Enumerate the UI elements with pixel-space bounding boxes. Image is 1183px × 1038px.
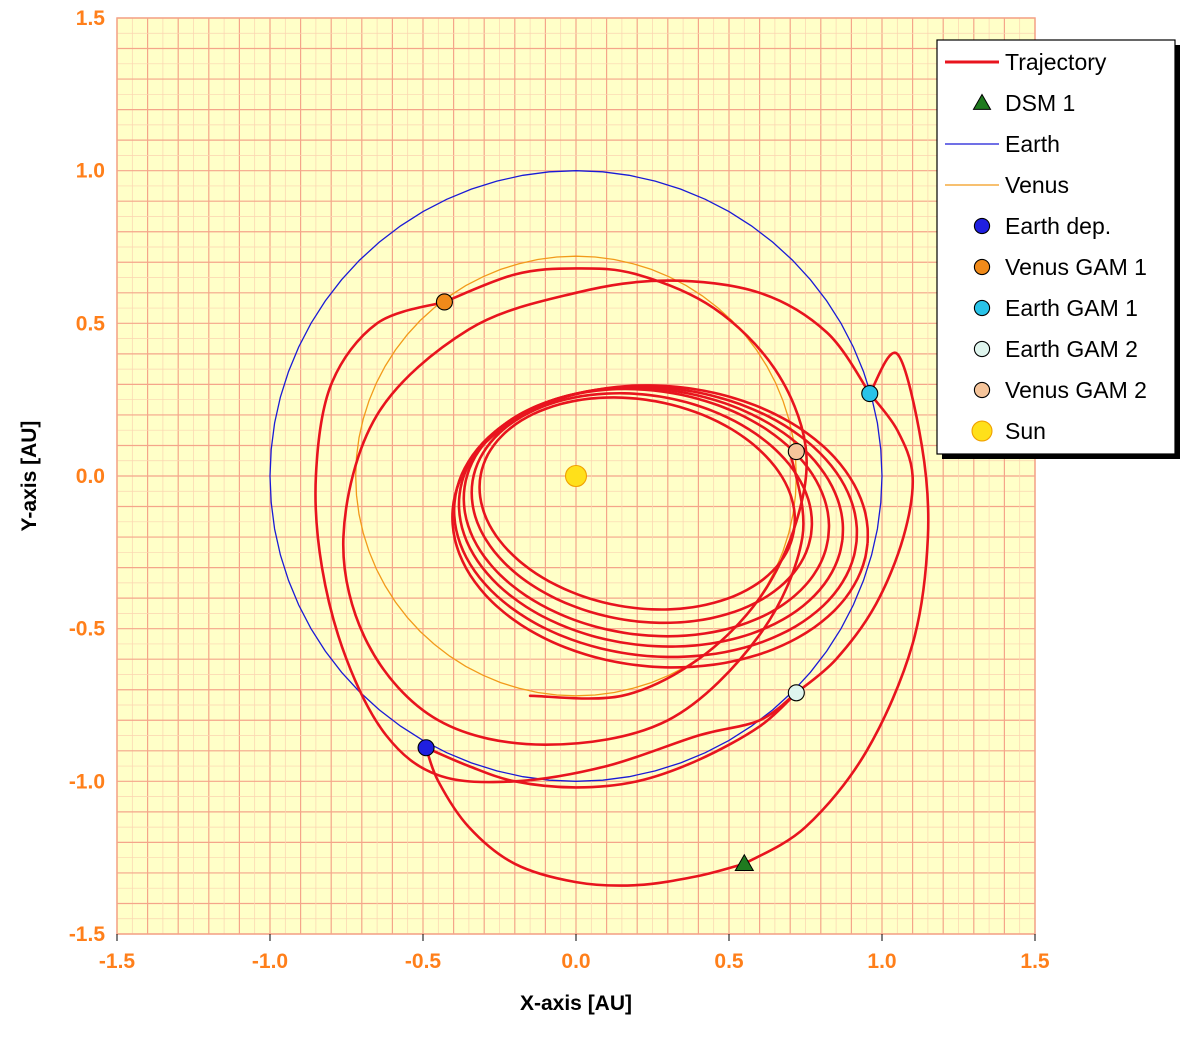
y-tick-label: 0.5 (76, 312, 106, 335)
legend-label-dsm-1: DSM 1 (1005, 90, 1075, 116)
earth-dep-marker (973, 217, 991, 235)
y-tick-label: -1.0 (69, 770, 105, 793)
y-tick-label: -0.5 (69, 618, 106, 641)
x-tick-label: 1.0 (867, 950, 896, 973)
legend-label-venus-gam-1: Venus GAM 1 (1005, 254, 1147, 280)
x-tick-label: 1.5 (1020, 950, 1050, 973)
y-tick-label: -1.5 (69, 923, 106, 946)
legend-label-sun: Sun (1005, 418, 1046, 444)
trajectory-segment (424, 691, 798, 789)
earth-dep-marker (417, 739, 435, 757)
series-markers (417, 293, 879, 872)
series-lines (269, 170, 930, 887)
trajectory-segment (314, 300, 798, 784)
trajectory-segment (443, 267, 808, 700)
earth-gam-2-marker (973, 340, 991, 358)
x-tick-label: -1.5 (99, 950, 136, 973)
legend-label-trajectory: Trajectory (1005, 49, 1107, 75)
x-tick-label: -1.0 (252, 950, 288, 973)
trajectory-loop (478, 396, 797, 611)
x-tick-label: 0.0 (561, 950, 590, 973)
trajectory-loop (470, 391, 814, 625)
y-axis-title: Y-axis [AU] (18, 421, 41, 532)
y-tick-label: 0.0 (76, 465, 105, 488)
legend: Trajectory DSM 1 Earth Venus Earth dep. Venus… (936, 39, 1180, 459)
earth-gam-1-marker (973, 299, 991, 317)
earth-gam-2-marker (787, 684, 805, 702)
earth-gam-1-marker (861, 385, 879, 403)
y-tick-label: 1.5 (76, 7, 106, 30)
legend-label-earth: Earth (1005, 131, 1060, 157)
legend-label-venus-gam-2: Venus GAM 2 (1005, 377, 1147, 403)
legend-label-venus: Venus (1005, 172, 1069, 198)
venus-gam-2-marker (787, 443, 805, 461)
x-tick-label: 0.5 (714, 950, 744, 973)
tick-labels: -1.5 -1.0 -0.5 0.0 0.5 1.0 1.5 1.5 1.0 0.5 0.0 -0.5… (69, 7, 1050, 973)
trajectory-segment (795, 392, 915, 695)
dsm-1-marker (972, 93, 992, 110)
sun-marker (971, 420, 993, 442)
dsm-1-marker (734, 853, 755, 872)
x-axis-title: X-axis [AU] (520, 992, 632, 1015)
legend-label-earth-dep: Earth dep. (1005, 213, 1111, 239)
legend-label-earth-gam-2: Earth GAM 2 (1005, 336, 1138, 362)
trajectory-segment (341, 279, 872, 746)
trajectory-loop (462, 387, 831, 638)
venus-gam-1-marker (435, 293, 453, 311)
sun-marker (564, 464, 588, 488)
trajectory-loop (457, 386, 845, 648)
venus-gam-1-marker (973, 258, 991, 276)
x-tick-label: -0.5 (405, 950, 442, 973)
y-tick-label: 1.0 (76, 160, 105, 183)
trajectory-loop (451, 384, 870, 669)
legend-label-earth-gam-1: Earth GAM 1 (1005, 295, 1138, 321)
earth-orbit (269, 170, 883, 782)
venus-gam-2-marker (973, 381, 991, 399)
trajectory-segment (424, 746, 746, 887)
trajectory-segment (743, 351, 930, 866)
